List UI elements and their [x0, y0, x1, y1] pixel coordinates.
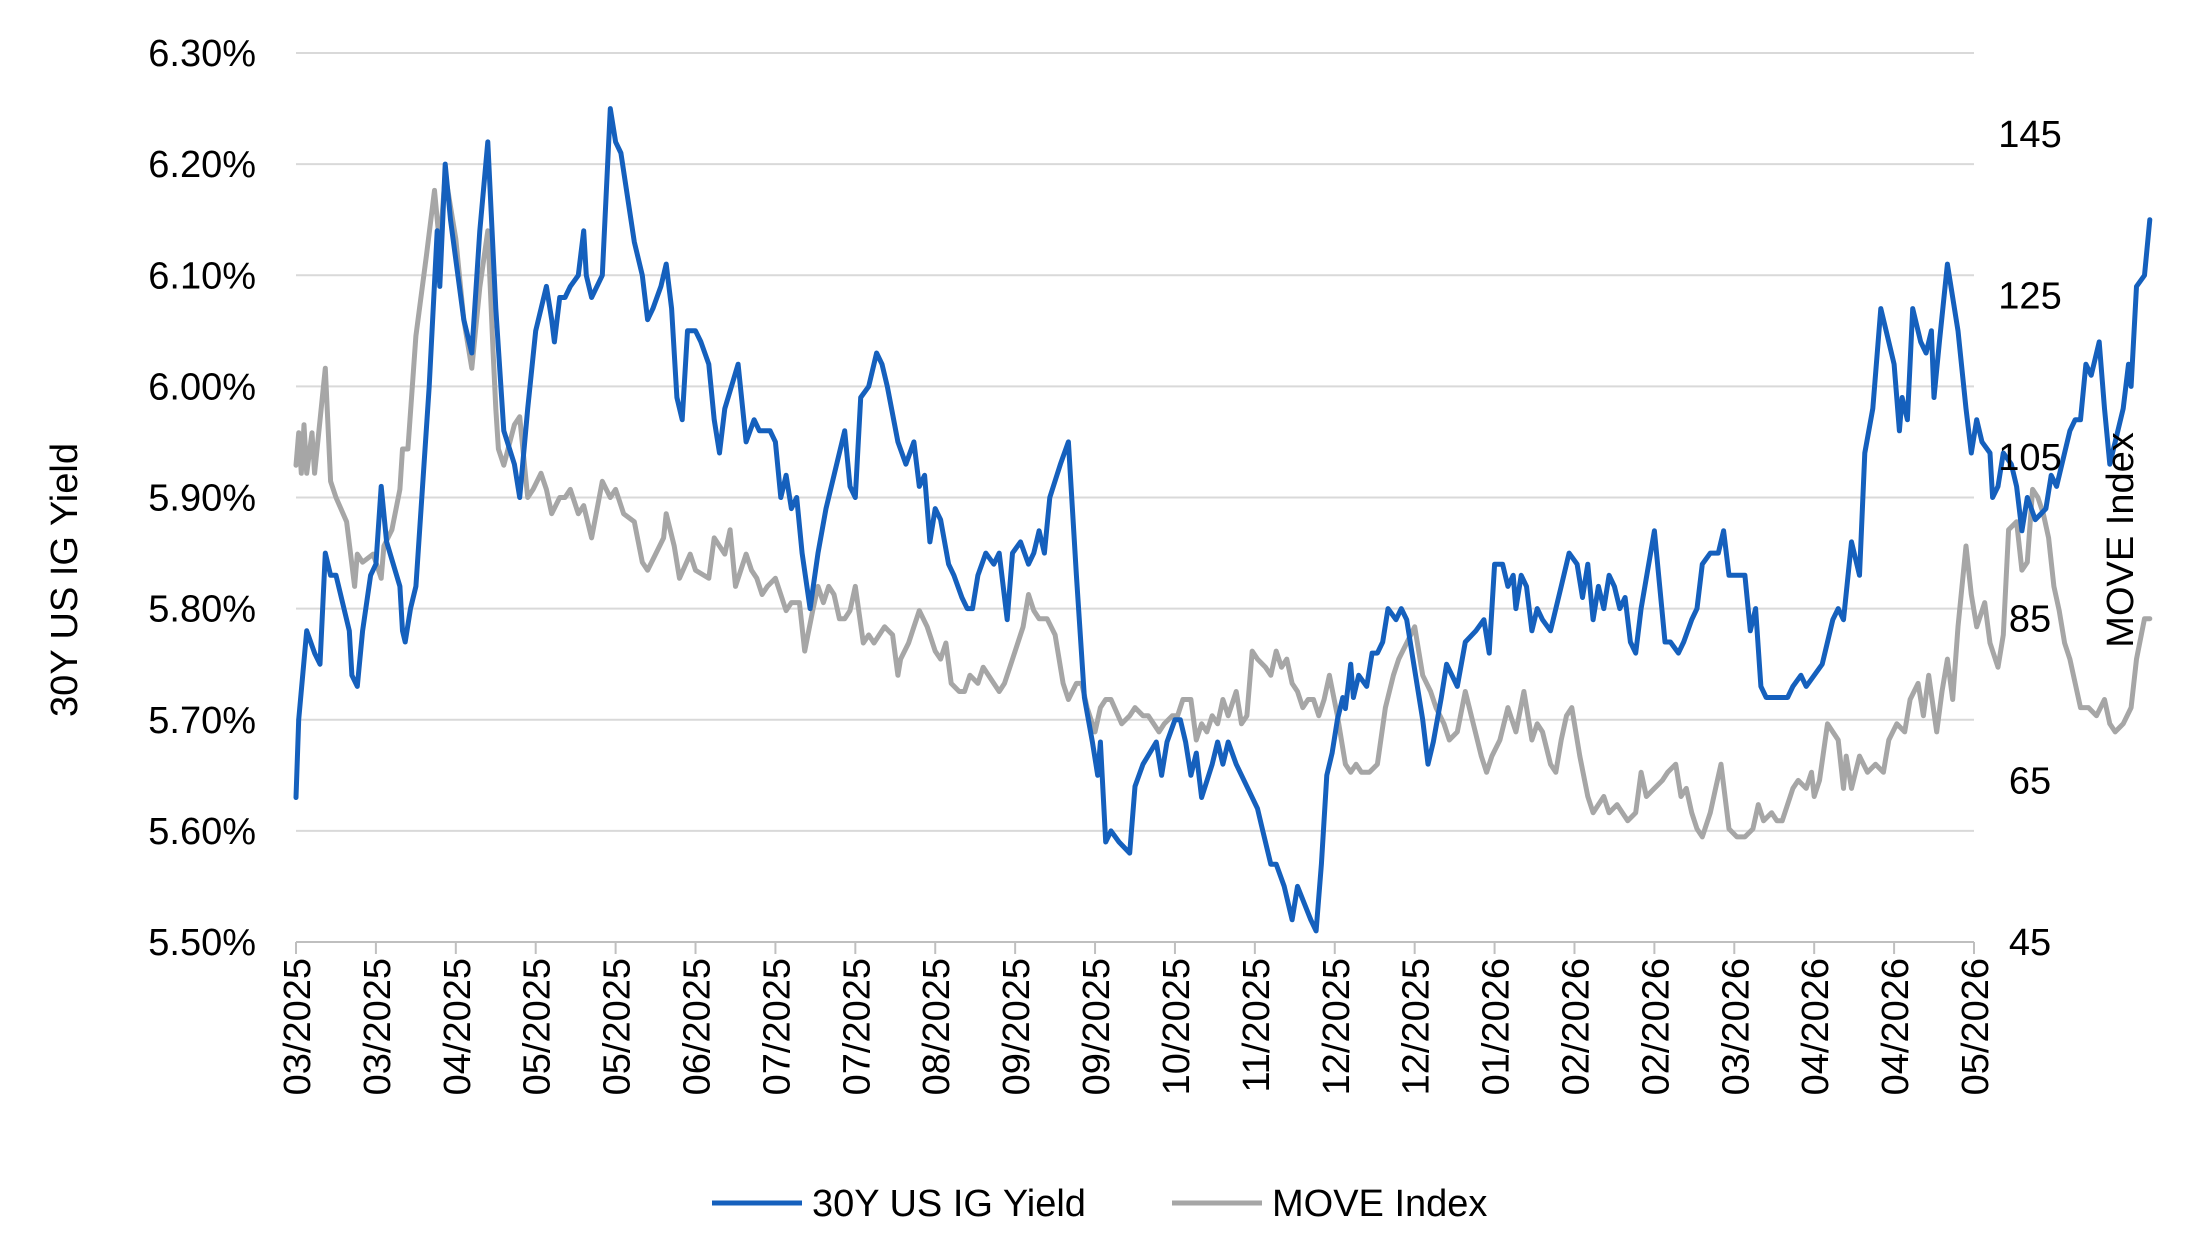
y-right-tick-label: 45: [2009, 922, 2051, 964]
series-line-move-index: [293, 171, 2153, 840]
x-tick-label: 04/2026: [1875, 958, 1917, 1095]
x-tick-label: 04/2026: [1795, 958, 1837, 1095]
y-left-axis-title: 30Y US IG Yield: [44, 443, 86, 717]
x-tick-label: 12/2025: [1396, 958, 1438, 1095]
y-left-tick-label: 5.70%: [148, 700, 256, 742]
legend: 30Y US IG Yield MOVE Index: [712, 1183, 1487, 1225]
x-tick-label: 12/2025: [1316, 958, 1358, 1095]
y-left-tick-label: 5.80%: [148, 589, 256, 631]
x-tick-label: 05/2025: [517, 958, 559, 1095]
y-left-tick-label: 5.50%: [148, 922, 256, 964]
x-tick-label: 11/2025: [1236, 958, 1278, 1093]
x-tick-label: 08/2025: [916, 958, 958, 1095]
y-left-tick-label: 6.30%: [148, 33, 256, 75]
x-tick-label: 05/2025: [597, 958, 639, 1095]
x-tick-label: 07/2025: [756, 958, 798, 1095]
x-tick-label: 02/2026: [1555, 958, 1597, 1095]
series-lines: [293, 106, 2153, 934]
y-left-tick-label: 5.60%: [148, 811, 256, 853]
y-right-tick-label: 145: [1998, 114, 2061, 156]
y-right-axis-title: MOVE Index: [2100, 432, 2142, 647]
y-left-tick-label: 6.00%: [148, 366, 256, 408]
x-tick-label: 03/2025: [277, 958, 319, 1095]
tick-labels: 5.50% 5.60% 5.70% 5.80% 5.90% 6.00% 6.10% 6.20%…: [148, 33, 2061, 1095]
legend-label-move: MOVE Index: [1272, 1183, 1487, 1225]
gridlines: [296, 52, 1974, 832]
y-right-tick-label: 125: [1998, 275, 2061, 317]
y-right-tick-label: 65: [2009, 760, 2051, 802]
legend-label-yield: 30Y US IG Yield: [812, 1183, 1086, 1225]
y-right-tick-label: 105: [1998, 437, 2061, 479]
x-tick-label: 04/2025: [437, 958, 479, 1095]
x-tick-label: 07/2025: [836, 958, 878, 1095]
x-tick-label: 06/2025: [677, 958, 719, 1095]
y-left-tick-label: 6.20%: [148, 144, 256, 186]
x-tick-label: 09/2025: [1076, 958, 1118, 1095]
x-tick-label: 02/2026: [1635, 958, 1677, 1095]
x-tick-label: 10/2025: [1156, 958, 1198, 1095]
x-tick-label: 03/2025: [357, 958, 399, 1095]
x-tick-label: 01/2026: [1476, 958, 1518, 1095]
x-tick-label: 03/2026: [1715, 958, 1757, 1095]
axes: [295, 941, 1975, 954]
y-left-tick-label: 5.90%: [148, 478, 256, 520]
series-line-30y-ig-yield: [293, 106, 2153, 934]
x-tick-label: 09/2025: [996, 958, 1038, 1095]
x-tick-label: 05/2026: [1955, 958, 1997, 1095]
y-right-tick-label: 85: [2009, 599, 2051, 641]
y-left-tick-label: 6.10%: [148, 255, 256, 297]
